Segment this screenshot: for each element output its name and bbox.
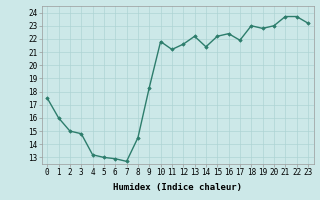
X-axis label: Humidex (Indice chaleur): Humidex (Indice chaleur): [113, 183, 242, 192]
